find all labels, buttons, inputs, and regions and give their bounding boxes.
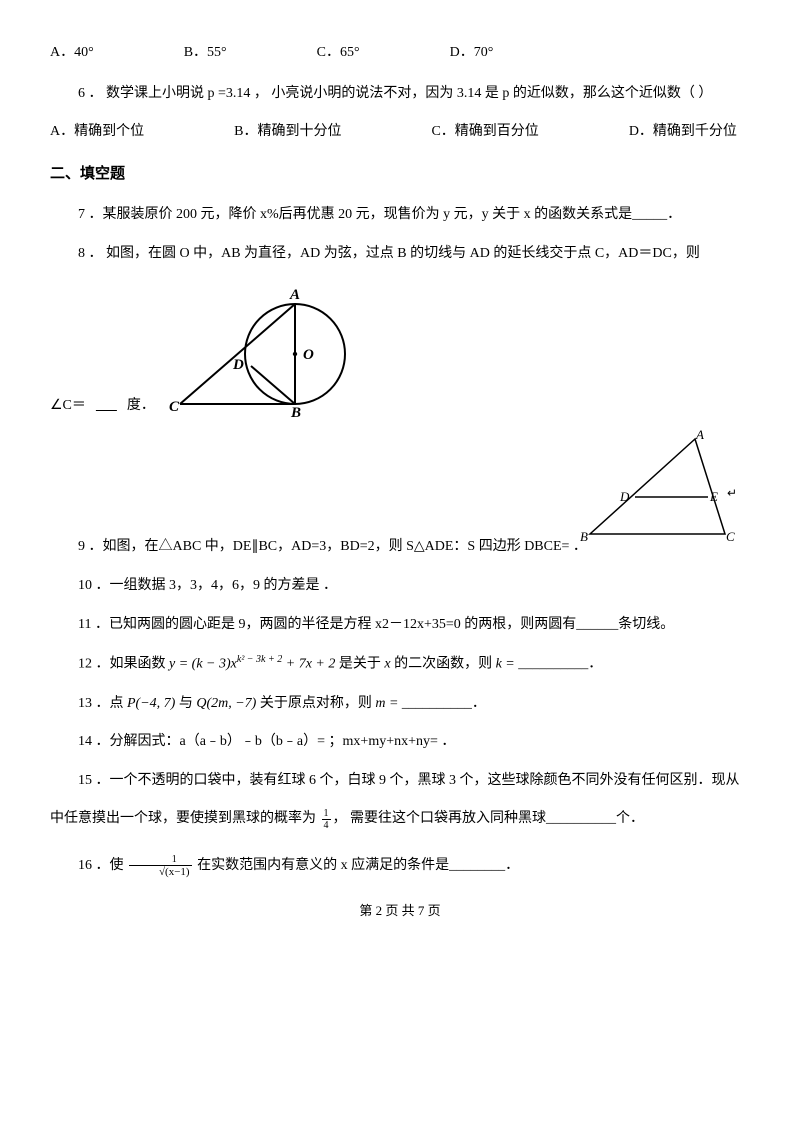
q5-option-c: C．65° [317,40,360,67]
q15-frac-n: 1 [322,808,331,820]
q6-option-a: A．精确到个位 [50,119,144,146]
q13-blank: __________． [402,696,486,711]
q5-option-b: B．55° [184,40,227,67]
q6-options-row: A．精确到个位 B．精确到十分位 C．精确到百分位 D．精确到千分位 [50,119,750,146]
q12-blank: __________． [518,657,602,672]
svg-text:O: O [303,347,314,363]
q5-option-a: A．40° [50,40,94,67]
q12-text: 12 ．如果函数 y = (k − 3)xk² − 3k + 2 + 7x + … [50,650,750,678]
q6-option-b: B．精确到十分位 [234,119,341,146]
q15-fraction: 1 4 [322,808,331,831]
q12-k: k = [496,657,515,672]
q8-text: 8 ． 如图，在圆 O 中，AB 为直径，AD 为弦，过点 B 的切线与 AD … [50,241,750,268]
q10-text: 10 ．一组数据 3，3，4，6，9 的方差是 ． [50,573,750,600]
svg-text:A: A [695,429,704,442]
svg-text:D: D [232,357,244,373]
q8-angle-suffix: 度． [127,393,155,420]
q13-P: P(−4, 7) [127,696,175,711]
q15-line2-pre: 中任意摸出一个球，要使摸到黑球的概率为 [50,811,316,826]
q8-blank [86,393,127,420]
q5-options-row: A．40° B．55° C．65° D．70° [50,40,750,67]
q12-formula-y: y = (k − 3)x [169,657,237,672]
q8-angle-prefix: ∠C＝ [50,393,86,420]
q12-suf: 的二次函数，则 [394,657,492,672]
q13-mid1: 与 [179,696,193,711]
svg-text:B: B [290,405,301,419]
q12-pre: 12 ．如果函数 [78,657,166,672]
q13-mid2: 关于原点对称，则 [260,696,372,711]
q12-mid: 是关于 [339,657,381,672]
q16-suf: 在实数范围内有意义的 x 应满足的条件是________． [197,858,519,873]
page-content: A．40° B．55° C．65° D．70° 6 ． 数学课上小明说 p =3… [0,0,800,944]
q13-Q: Q(2m, −7) [196,696,256,711]
q16-frac-n: 1 [129,854,192,866]
q6-option-d: D．精确到千分位 [629,119,737,146]
q16-text: 16 ．使 1 √(x−1) 在实数范围内有意义的 x 应满足的条件是_____… [50,853,750,880]
section-2-title: 二、填空题 [50,160,750,189]
q16-pre: 16 ．使 [78,858,124,873]
svg-text:C: C [726,529,735,544]
svg-text:C: C [169,399,180,415]
q6-option-c: C．精确到百分位 [431,119,538,146]
q5-option-d: D．70° [450,40,494,67]
q14-text: 14 ．分解因式：a（a﹣b）﹣b（b﹣a）= ；mx+my+nx+ny= ． [50,729,750,756]
q16-sqrt: √(x−1) [129,866,192,878]
q15-line1: 15 ．一个不透明的口袋中，装有红球 6 个，白球 9 个，黑球 3 个，这些球… [50,768,750,795]
q8-figure: A B C D O [155,279,375,419]
q9-wrap: A B C D E ↵ 9 ．如图，在△ABC 中，DE∥BC，AD=3，BD=… [50,534,750,561]
q12-exp: k² − 3k + 2 [237,654,282,665]
q12-x: x [384,657,390,672]
svg-text:↵: ↵ [727,486,737,500]
q13-m: m = [375,696,398,711]
q15-line2: 中任意摸出一个球，要使摸到黑球的概率为 1 4 ， 需要往这个口袋再放入同种黑球… [50,806,750,833]
q11-text: 11 ．已知两圆的圆心距是 9，两圆的半径是方程 x2－12x+35=0 的两根… [50,612,750,639]
svg-text:E: E [709,489,718,504]
q12-formula-tail: + 7x + 2 [282,657,335,672]
q15-line2-suf: 需要往这个口袋再放入同种黑球__________个． [350,811,644,826]
svg-text:B: B [580,529,588,544]
q8-figure-line: ∠C＝ 度． A B C D O [50,279,750,419]
svg-text:A: A [289,287,300,303]
q7-text: 7 ．某服装原价 200 元，降价 x%后再优惠 20 元，现售价为 y 元，y… [50,202,750,229]
q15-frac-d: 4 [322,820,331,831]
svg-text:D: D [619,489,630,504]
q13-pre: 13 ．点 [78,696,124,711]
page-footer: 第 2 页 共 7 页 [50,899,750,924]
q13-text: 13 ．点 P(−4, 7) 与 Q(2m, −7) 关于原点对称，则 m = … [50,691,750,718]
q15-comma: ， [333,811,347,826]
q6-text: 6 ． 数学课上小明说 p =3.14 ， 小亮说小明的说法不对，因为 3.14… [50,81,750,108]
q16-fraction: 1 √(x−1) [129,854,192,878]
q9-figure: A B C D E ↵ [580,429,740,549]
